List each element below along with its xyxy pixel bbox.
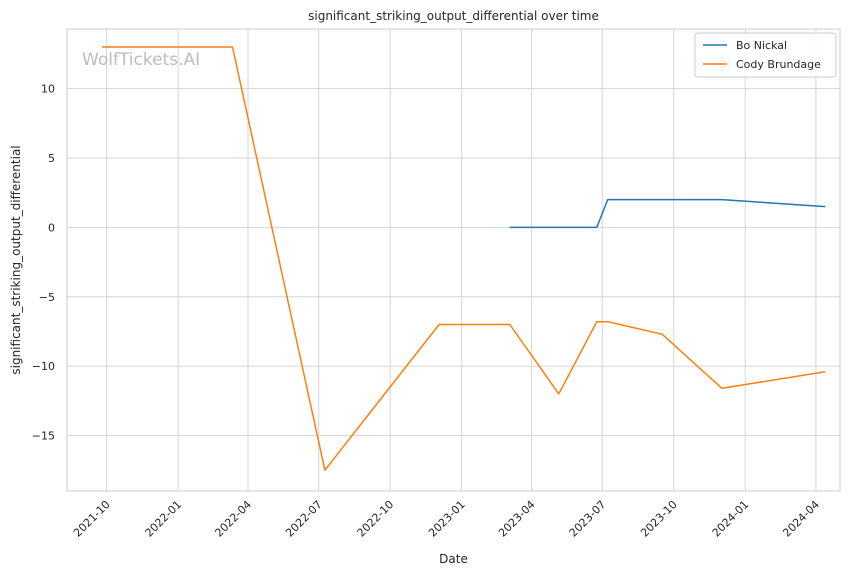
y-tick-label: −5 — [39, 291, 55, 304]
y-tick-label: −15 — [32, 430, 55, 443]
tick-labels: 2021-10 2022-01 2022-04 2022-07 2022-10 2023-… — [32, 83, 822, 540]
x-tick-label: 2022-04 — [212, 498, 254, 540]
series-lines — [102, 46, 826, 471]
x-tick-label: 2023-04 — [496, 498, 538, 540]
y-tick-label: 5 — [48, 152, 55, 165]
legend: Bo Nickal Cody Brundage — [694, 32, 837, 78]
plot-frame — [66, 28, 841, 492]
x-tick-label: 2023-10 — [638, 498, 680, 540]
chart-title: significant_striking_output_differential… — [308, 9, 599, 23]
x-tick-label: 2023-07 — [567, 498, 609, 540]
series-line-bo-nickal — [509, 198, 826, 229]
legend-label-cody-brundage: Cody Brundage — [736, 58, 821, 71]
x-axis-label: Date — [439, 552, 468, 566]
x-tick-label: 2022-07 — [283, 498, 325, 540]
series-line-cody-brundage — [102, 46, 826, 471]
legend-box — [694, 32, 837, 78]
y-axis-label: significant_striking_output_differential — [9, 145, 23, 374]
y-tick-label: −10 — [32, 360, 55, 373]
watermark-text: WolfTickets.AI — [82, 50, 200, 70]
x-tick-label: 2022-01 — [143, 498, 185, 540]
y-tick-label: 0 — [48, 221, 55, 234]
gridlines — [67, 29, 840, 491]
x-tick-label: 2024-04 — [780, 498, 822, 540]
x-tick-label: 2023-01 — [426, 498, 468, 540]
x-tick-label: 2024-01 — [710, 498, 752, 540]
y-tick-label: 10 — [41, 83, 55, 96]
legend-label-bo-nickal: Bo Nickal — [736, 39, 787, 52]
x-tick-label: 2021-10 — [71, 498, 113, 540]
x-tick-label: 2022-10 — [355, 498, 397, 540]
